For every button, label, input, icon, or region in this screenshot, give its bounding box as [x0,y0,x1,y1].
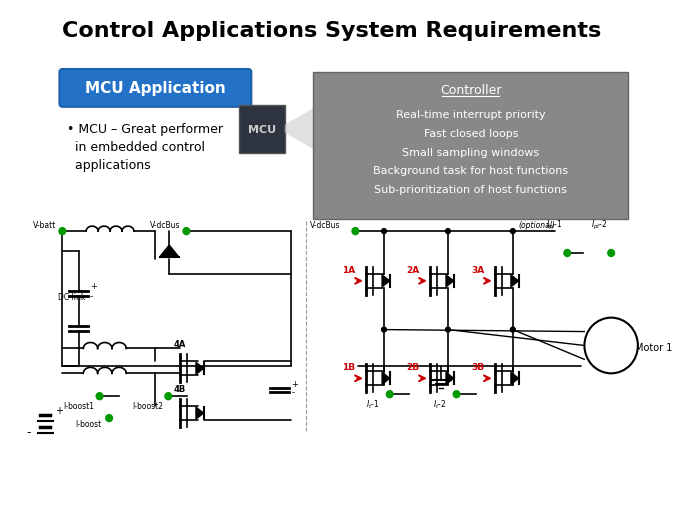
Text: V-dcBus: V-dcBus [309,221,340,230]
Text: $I_t$-2: $I_t$-2 [433,397,446,410]
Polygon shape [511,373,518,384]
Circle shape [510,327,515,332]
Circle shape [608,250,615,257]
Text: MCU Application: MCU Application [85,81,226,96]
Polygon shape [446,275,454,287]
Polygon shape [284,90,346,169]
FancyBboxPatch shape [313,73,628,220]
Circle shape [165,393,172,400]
Text: 4A: 4A [173,340,186,349]
Text: I-boost: I-boost [75,419,101,428]
Polygon shape [511,275,518,287]
Text: V-dcBus: V-dcBus [150,221,181,230]
Text: Fast closed loops: Fast closed loops [423,128,518,138]
Text: I-boost1: I-boost1 [63,401,94,411]
Text: -: - [291,387,295,396]
Text: +: + [55,406,63,415]
Text: 1A: 1A [342,265,355,274]
Text: Small sampling windows: Small sampling windows [402,147,539,157]
Polygon shape [196,408,204,419]
Circle shape [106,415,113,422]
Text: 3B: 3B [471,363,484,372]
Text: M: M [604,333,619,348]
Text: Background task for host functions: Background task for host functions [373,166,568,176]
Circle shape [564,250,571,257]
Circle shape [386,391,393,398]
Text: -: - [90,291,93,300]
Text: -: - [26,425,30,438]
Text: Sub-prioritization of host functions: Sub-prioritization of host functions [375,185,568,195]
Polygon shape [196,363,204,375]
Circle shape [446,229,450,234]
Text: 2A: 2A [406,265,419,274]
Circle shape [59,228,65,235]
Circle shape [183,228,190,235]
Text: Controller: Controller [440,84,501,97]
Text: I-boost2: I-boost2 [132,401,163,411]
Circle shape [453,391,460,398]
Text: $I_t$-1: $I_t$-1 [366,397,379,410]
Text: 2B: 2B [406,363,419,372]
Text: 1B: 1B [342,363,355,372]
FancyBboxPatch shape [239,106,284,153]
Text: 3A: 3A [471,265,484,274]
Text: ~: ~ [606,347,617,360]
Text: 4B: 4B [174,384,186,393]
Circle shape [381,229,386,234]
Circle shape [96,393,103,400]
Polygon shape [160,245,179,258]
Text: • MCU – Great performer
  in embedded control
  applications: • MCU – Great performer in embedded cont… [67,123,223,171]
Text: +: + [90,281,97,290]
Text: Control Applications System Requirements: Control Applications System Requirements [62,21,601,41]
Text: Motor 1: Motor 1 [636,343,673,353]
Circle shape [510,229,515,234]
Text: $I_{pt}$-1: $I_{pt}$-1 [547,218,563,231]
Text: (optional): (optional) [518,221,555,230]
Text: +: + [291,379,299,388]
Text: Real-time interrupt priority: Real-time interrupt priority [396,110,546,120]
Polygon shape [382,373,390,384]
Circle shape [381,327,386,332]
Circle shape [446,327,450,332]
Text: MCU: MCU [248,124,276,134]
Text: $I_{pt}$-2: $I_{pt}$-2 [591,218,608,231]
Text: DC link: DC link [57,292,85,301]
Polygon shape [446,373,454,384]
Circle shape [352,228,359,235]
Polygon shape [382,275,390,287]
FancyBboxPatch shape [59,70,251,108]
Circle shape [584,318,638,374]
Text: V-batt: V-batt [33,221,56,230]
